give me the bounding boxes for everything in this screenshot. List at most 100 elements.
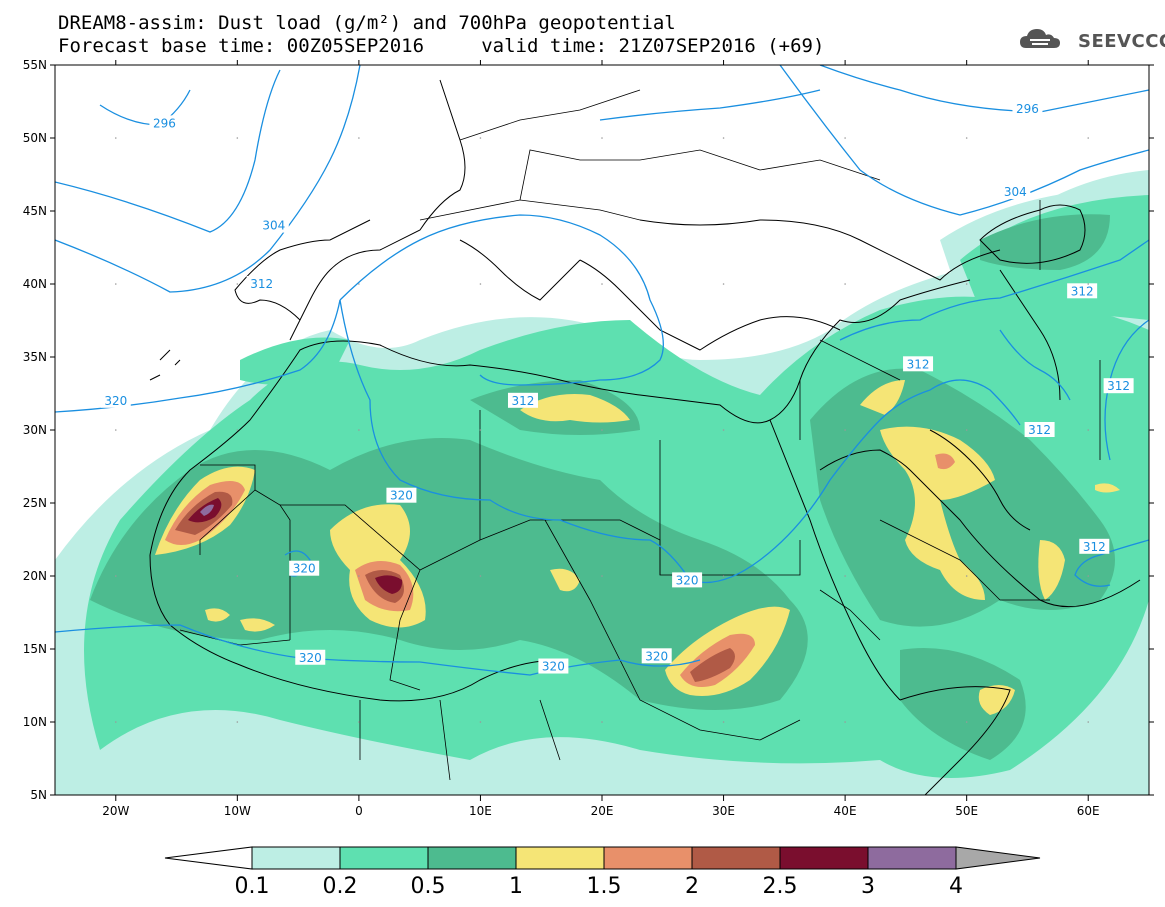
grid-dot <box>479 721 482 723</box>
grid-dot <box>601 283 603 285</box>
lat-tick-label: 50N <box>23 131 47 145</box>
contour-label-bg <box>507 392 538 408</box>
colorbar: 0.1 0.2 0.5 1 1.5 2 2.5 3 4 <box>164 846 1041 899</box>
contour-label-bg <box>903 356 934 372</box>
lat-tick-label: 45N <box>23 204 47 218</box>
map-title: DREAM8-assim: Dust load (g/m²) and 700hP… <box>58 12 676 34</box>
grid-dot <box>722 721 725 723</box>
contour-label: 296 <box>1016 102 1039 116</box>
grid-dot <box>114 575 117 577</box>
contour-label-bg <box>386 487 417 503</box>
contour-label-bg <box>1103 378 1134 394</box>
contour-label-bg <box>538 658 569 674</box>
grid-dot <box>358 721 360 723</box>
grid-dot <box>601 429 603 431</box>
grid-dot <box>722 429 725 431</box>
lon-tick-label: 40E <box>834 804 857 818</box>
contour-label-bg <box>1024 422 1055 437</box>
contour-label: 312 <box>1071 284 1094 298</box>
contour-label: 304 <box>262 219 285 233</box>
contour-label-bg <box>1012 100 1043 116</box>
grid-dot <box>844 137 846 139</box>
lon-tick-label: 60E <box>1077 804 1100 818</box>
lat-tick-label: 25N <box>23 496 47 510</box>
colorbar-label: 0.2 <box>323 874 358 899</box>
lon-tick-label: 20E <box>591 804 614 818</box>
longitude-axis: 20W 10W 0 10E 20E 30E 40E 50E 60E <box>102 60 1100 818</box>
grid-dot <box>844 575 846 577</box>
grid-dot <box>358 137 360 139</box>
grid-dot <box>722 283 725 285</box>
contour-label: 312 <box>1028 423 1051 437</box>
lat-tick-label: 10N <box>23 715 47 729</box>
grid-dot <box>236 137 239 139</box>
colorbar-swatch <box>515 846 605 870</box>
grid-dot <box>965 575 968 577</box>
lon-tick-label: 10E <box>469 804 492 818</box>
grid-dot <box>114 137 117 139</box>
dust-layer-3 <box>200 504 214 516</box>
colorbar-swatch <box>251 846 341 870</box>
contour-label-bg <box>1067 283 1098 299</box>
colorbar-label: 2 <box>685 874 699 899</box>
contour-label-bg <box>1079 538 1110 554</box>
lon-tick-label: 0 <box>355 804 363 818</box>
grid-dot <box>358 575 360 577</box>
map-area: 296 304 312 312 312 312 312 312 312 320 320 320 320 3… <box>55 65 1149 795</box>
contour-label-bg <box>672 572 703 588</box>
grid-dot <box>114 721 117 723</box>
colorbar-label: 3 <box>861 874 875 899</box>
grid-dot <box>722 575 725 577</box>
contour-label: 320 <box>542 660 565 674</box>
grid-dot <box>479 429 482 431</box>
contour-label-bg <box>149 115 180 131</box>
grid-dot <box>479 575 482 577</box>
grid-dot <box>1087 721 1090 723</box>
colorbar-label: 1 <box>509 874 523 899</box>
grid-dot <box>1087 429 1090 431</box>
logo-text: SEEVCCC <box>1078 30 1165 52</box>
grid-dot <box>1087 137 1090 139</box>
colorbar-swatch <box>427 846 517 870</box>
grid-dot <box>1087 283 1090 285</box>
grid-dot <box>114 283 117 285</box>
lon-tick-label: 20W <box>102 804 129 818</box>
cloud-icon <box>1018 26 1074 56</box>
lon-tick-label: 10W <box>224 804 251 818</box>
contour-label-bg <box>100 392 131 408</box>
contour-label: 320 <box>390 489 413 503</box>
colorbar-swatch <box>779 846 869 870</box>
grid-dot <box>965 283 968 285</box>
colorbar-under-arrow <box>164 846 253 870</box>
grid-dot <box>844 283 846 285</box>
grid-dots <box>114 137 1090 723</box>
grid-dot <box>236 721 239 723</box>
contour-label: 320 <box>293 562 316 576</box>
grid-dot <box>722 137 725 139</box>
contour-label-bg <box>641 648 672 664</box>
contour-label: 320 <box>645 649 668 663</box>
contour-label-bg <box>258 217 289 233</box>
contour-label: 304 <box>1004 185 1027 199</box>
colorbar-label: 2.5 <box>763 874 798 899</box>
contour-label: 320 <box>676 573 699 587</box>
grid-dot <box>479 137 482 139</box>
contour-label-bg <box>289 560 320 576</box>
grid-dot <box>479 283 482 285</box>
grid-dot <box>844 721 846 723</box>
latitude-axis: 55N 50N 45N 40N 35N 30N 25N 20N 15N 10N 5N <box>23 58 1154 802</box>
contour-label-bg <box>295 649 326 665</box>
lat-tick-label: 5N <box>30 788 47 802</box>
lat-tick-label: 30N <box>23 423 47 437</box>
colorbar-swatch <box>691 846 781 870</box>
contour-label-bg <box>246 276 277 291</box>
lat-tick-label: 20N <box>23 569 47 583</box>
colorbar-swatch <box>867 846 957 870</box>
grid-dot <box>601 575 603 577</box>
grid-dot <box>1087 575 1090 577</box>
contour-label: 296 <box>153 116 176 130</box>
grid-dot <box>844 429 846 431</box>
grid-dot <box>965 429 968 431</box>
grid-dot <box>965 721 968 723</box>
